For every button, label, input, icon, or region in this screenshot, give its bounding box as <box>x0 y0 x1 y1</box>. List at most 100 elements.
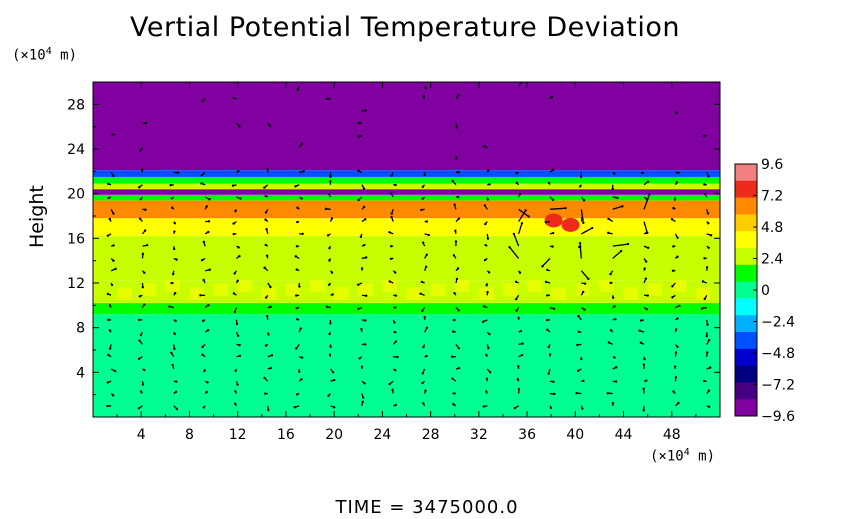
x-tick-label: 32 <box>470 427 488 443</box>
wind-vector-head <box>205 390 208 394</box>
heatmap-texture <box>310 279 325 292</box>
wind-vector-head <box>359 235 363 239</box>
wind-vector-head <box>703 257 706 260</box>
wind-vector-head <box>107 196 110 200</box>
wind-vector-head <box>394 306 397 309</box>
wind-vector-head <box>394 331 397 334</box>
wind-vector-head <box>626 242 630 246</box>
heatmap-texture <box>575 283 590 296</box>
wind-vector-head <box>296 220 299 224</box>
colorbar-tick-label: −2.4 <box>761 315 795 331</box>
heatmap-layer <box>93 170 720 177</box>
wind-vector-head <box>515 172 518 175</box>
colorbar-segment <box>735 264 757 282</box>
wind-vector-head <box>364 319 367 322</box>
wind-vector-head <box>613 356 616 359</box>
wind-vector-head <box>138 295 142 298</box>
wind-vector-head <box>547 345 550 349</box>
wind-vector-head <box>639 341 643 344</box>
wind-vector-head <box>452 254 456 257</box>
wind-vector-head <box>264 218 267 221</box>
wind-vector-head <box>301 232 304 236</box>
wind-vector-head <box>389 192 393 195</box>
wind-vector-head <box>611 296 615 299</box>
wind-vector-head <box>393 321 396 324</box>
wind-vector-head <box>232 222 235 225</box>
wind-vector-head <box>482 405 485 408</box>
colorbar-segment <box>735 399 757 417</box>
wind-vector-head <box>170 281 173 285</box>
wind-vector-head <box>489 371 492 374</box>
wind-vector-head <box>168 305 171 308</box>
wind-vector-head <box>582 199 586 202</box>
wind-vector-head <box>583 282 587 285</box>
wind-vector-head <box>672 245 675 248</box>
colorbar-segment <box>735 248 757 266</box>
wind-vector-head <box>332 378 336 382</box>
heatmap-texture <box>237 279 253 292</box>
heatmap-texture <box>117 287 132 300</box>
wind-vector-head <box>357 121 361 125</box>
wind-vector-head <box>707 175 710 178</box>
chart-title: Vertial Potential Temperature Deviation <box>130 12 680 43</box>
wind-vector-head <box>394 340 398 343</box>
wind-vector <box>549 207 566 210</box>
wind-vector-head <box>112 244 115 247</box>
colorbar-tick-label: 7.2 <box>761 189 783 205</box>
wind-vector-head <box>455 126 459 129</box>
wind-vector-head <box>327 193 331 196</box>
wind-vector-head <box>267 333 270 336</box>
wind-vector-head <box>546 328 549 331</box>
wind-vector <box>509 246 520 259</box>
wind-vector-head <box>487 271 491 274</box>
heatmap-layer <box>93 218 720 237</box>
wind-vector-head <box>296 206 299 209</box>
wind-vector-head <box>457 346 461 350</box>
wind-vector-head <box>547 181 551 184</box>
wind-vector-head <box>363 382 366 385</box>
colorbar-tick-label: −4.8 <box>761 346 795 362</box>
x-tick-label: 28 <box>422 427 440 443</box>
heatmap-texture <box>599 279 614 292</box>
wind-vector-head <box>141 286 144 289</box>
wind-vector-head <box>293 406 297 409</box>
colorbar-segment <box>735 332 757 350</box>
x-tick-label: 24 <box>373 427 391 443</box>
wind-vector-head <box>456 267 460 270</box>
wind-vector-head <box>108 347 112 350</box>
wind-vector-head <box>422 402 425 405</box>
heatmap-texture <box>189 287 204 300</box>
wind-vector-head <box>233 402 237 405</box>
wind-vector-head <box>452 318 455 322</box>
wind-vector-head <box>326 97 329 101</box>
wind-vector-head <box>678 304 681 308</box>
wind-vector-head <box>324 207 328 211</box>
wind-vector-head <box>233 272 236 275</box>
wind-vector-head <box>294 255 297 258</box>
heatmap-texture <box>623 287 639 300</box>
wind-vector-head <box>263 186 266 189</box>
wind-vector-head <box>265 254 269 257</box>
wind-vector-head <box>702 134 705 138</box>
wind-vector-head <box>676 317 679 320</box>
wind-vector-head <box>394 403 398 407</box>
wind-vector-head <box>207 220 211 223</box>
wind-vector-head <box>421 197 425 200</box>
wind-vector-head <box>424 265 428 268</box>
wind-vector-head <box>173 332 177 336</box>
wind-vector-head <box>141 252 145 256</box>
wind-vector-head <box>267 408 270 412</box>
wind-vector-head <box>108 329 112 332</box>
wind-vector-head <box>360 365 364 368</box>
wind-vector-head <box>549 406 553 410</box>
wind-vector-head <box>613 305 616 308</box>
wind-vector-head <box>548 353 552 356</box>
wind-vector-head <box>332 406 336 409</box>
wind-vector-head <box>362 187 366 190</box>
y-tick-label: 8 <box>76 321 85 337</box>
wind-vector-head <box>606 392 609 395</box>
wind-vector-head <box>238 254 241 258</box>
wind-vector-head <box>396 355 399 359</box>
wind-vector <box>580 270 589 280</box>
wind-vector-head <box>207 304 210 307</box>
